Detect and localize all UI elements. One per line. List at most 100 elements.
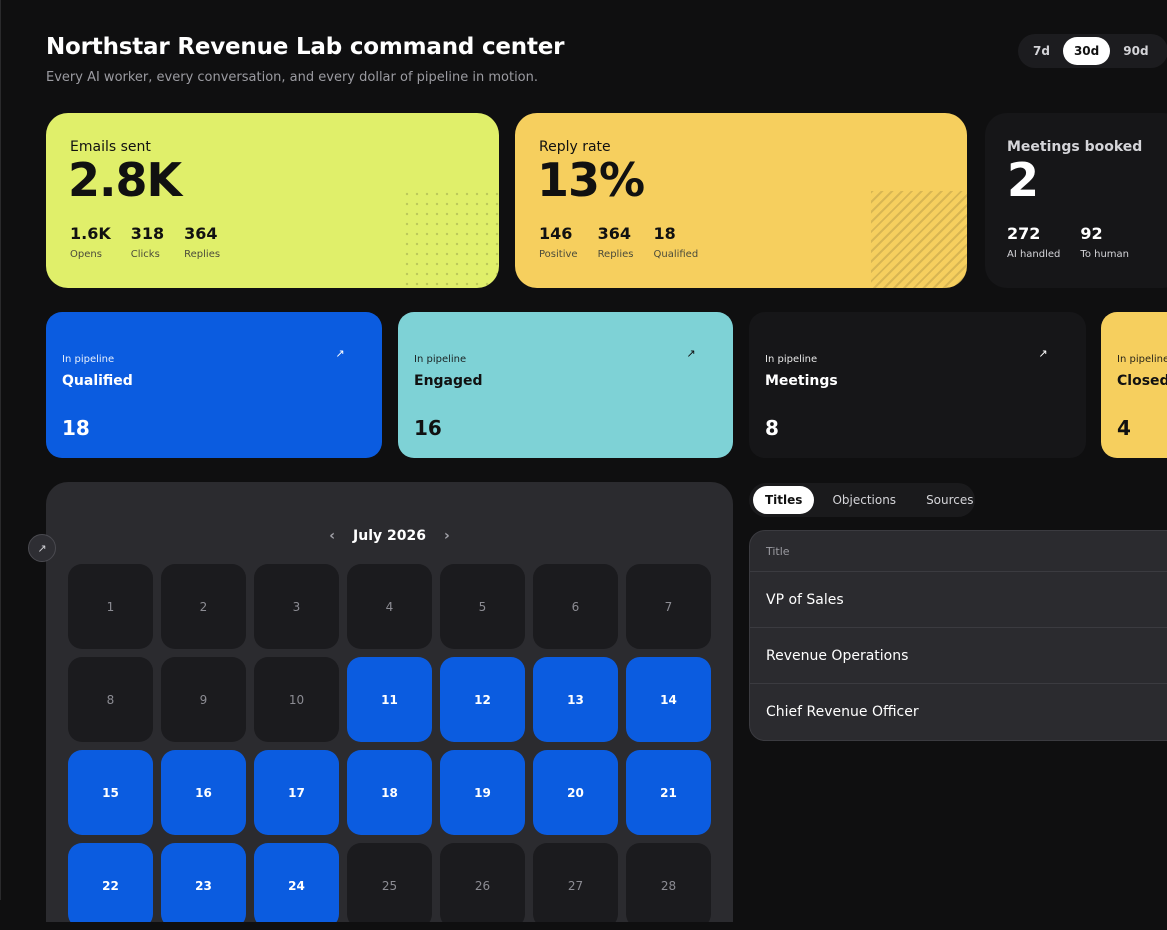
calendar-day[interactable]: 16 xyxy=(161,750,246,835)
meetings-booked-label: Meetings booked xyxy=(1007,139,1143,155)
calendar-day[interactable]: 22 xyxy=(68,843,153,922)
calendar-day[interactable]: 28 xyxy=(626,843,711,922)
pipeline-stage-count: 16 xyxy=(414,416,442,440)
pipeline-card-engaged[interactable]: In pipeline Engaged 16 ↗ xyxy=(398,312,733,458)
stat-value: 272 xyxy=(1007,224,1041,243)
pipeline-eyebrow: In pipeline xyxy=(765,354,818,365)
range-30d-button[interactable]: 30d xyxy=(1062,37,1111,65)
tab-objections[interactable]: Objections xyxy=(832,493,897,507)
pipeline-stage-name: Meetings xyxy=(765,373,838,389)
pipeline-eyebrow: In pipeline xyxy=(62,354,115,365)
pipeline-stage-count: 18 xyxy=(62,416,90,440)
stat-label: AI handled xyxy=(1007,249,1061,260)
table-row[interactable]: Chief Revenue Officer xyxy=(766,704,919,720)
tab-sources[interactable]: Sources xyxy=(926,493,974,507)
calendar-day[interactable]: 7 xyxy=(626,564,711,649)
stat-replies: 364 Replies xyxy=(184,224,220,260)
calendar-day[interactable]: 20 xyxy=(533,750,618,835)
calendar-day[interactable]: 8 xyxy=(68,657,153,742)
page-subtitle: Every AI worker, every conversation, and… xyxy=(46,70,539,85)
calendar-day[interactable]: 11 xyxy=(347,657,432,742)
calendar-day[interactable]: 4 xyxy=(347,564,432,649)
table-header-title: Title xyxy=(750,531,1167,572)
emails-sent-stats: 1.6K Opens 318 Clicks 364 Replies xyxy=(70,224,220,260)
pipeline-card-qualified[interactable]: In pipeline Qualified 18 ↗ xyxy=(46,312,382,458)
calendar-day[interactable]: 17 xyxy=(254,750,339,835)
calendar-day[interactable]: 2 xyxy=(161,564,246,649)
calendar-day[interactable]: 3 xyxy=(254,564,339,649)
stat-value: 364 xyxy=(184,224,218,243)
stat-label: Positive xyxy=(539,249,578,260)
date-range-toggle: 7d 30d 90d xyxy=(1018,34,1167,68)
calendar-day[interactable]: 12 xyxy=(440,657,525,742)
meetings-booked-stats: 272 AI handled 92 To human xyxy=(1007,224,1129,260)
pipeline-eyebrow: In pipeline xyxy=(414,354,467,365)
stat-label: Qualified xyxy=(653,249,699,260)
calendar-day[interactable]: 1 xyxy=(68,564,153,649)
stat-ai-handled: 272 AI handled xyxy=(1007,224,1060,260)
stat-value: 18 xyxy=(653,224,676,243)
calendar-header: ‹ July 2026 › xyxy=(46,528,733,544)
table-row[interactable]: Revenue Operations xyxy=(750,628,1167,684)
stripe-pattern-decoration xyxy=(871,191,967,288)
stat-replies: 364 Replies xyxy=(598,224,634,260)
reply-rate-value: 13% xyxy=(537,153,645,207)
pipeline-stage-count: 8 xyxy=(765,416,779,440)
range-7d-button[interactable]: 7d xyxy=(1033,44,1050,58)
meetings-booked-value: 2 xyxy=(1007,153,1039,207)
calendar-day[interactable]: 5 xyxy=(440,564,525,649)
left-rail xyxy=(0,0,1,900)
pipeline-card-meetings[interactable]: In pipeline Meetings 8 ↗ xyxy=(749,312,1086,458)
chevron-right-icon[interactable]: › xyxy=(443,528,450,544)
stat-opens: 1.6K Opens xyxy=(70,224,111,260)
stat-label: To human xyxy=(1080,249,1129,260)
stat-to-human: 92 To human xyxy=(1080,224,1129,260)
emails-sent-value: 2.8K xyxy=(68,153,182,207)
calendar-day[interactable]: 13 xyxy=(533,657,618,742)
pipeline-stage-name: Closed xyxy=(1117,373,1167,389)
reply-rate-label: Reply rate xyxy=(539,139,611,155)
emails-sent-label: Emails sent xyxy=(70,139,151,155)
chevron-left-icon[interactable]: ‹ xyxy=(329,528,336,544)
calendar-day[interactable]: 26 xyxy=(440,843,525,922)
calendar-day[interactable]: 25 xyxy=(347,843,432,922)
calendar-day[interactable]: 6 xyxy=(533,564,618,649)
calendar-day[interactable]: 23 xyxy=(161,843,246,922)
pipeline-card-closed[interactable]: In pipeline Closed 4 xyxy=(1101,312,1167,458)
calendar-day[interactable]: 24 xyxy=(254,843,339,922)
titles-table: Title VP of Sales Revenue Operations Chi… xyxy=(749,530,1167,741)
reply-rate-stats: 146 Positive 364 Replies 18 Qualified xyxy=(539,224,698,260)
activity-calendar: ‹ July 2026 › 1 2 3 4 5 6 7 8 9 10 11 12 13 14 15 16 17 1… xyxy=(46,482,733,922)
stat-value: 146 xyxy=(539,224,573,243)
arrow-up-right-icon[interactable]: ↗ xyxy=(335,346,345,360)
arrow-up-right-icon[interactable]: ↗ xyxy=(1038,346,1048,360)
calendar-day[interactable]: 21 xyxy=(626,750,711,835)
calendar-day[interactable]: 15 xyxy=(68,750,153,835)
range-90d-button[interactable]: 90d xyxy=(1123,44,1149,58)
tab-titles[interactable]: Titles xyxy=(753,486,815,514)
calendar-day[interactable]: 10 xyxy=(254,657,339,742)
calendar-day[interactable]: 19 xyxy=(440,750,525,835)
stat-qualified: 18 Qualified xyxy=(653,224,698,260)
calendar-day[interactable]: 18 xyxy=(347,750,432,835)
stat-clicks: 318 Clicks xyxy=(131,224,164,260)
table-row[interactable]: VP of Sales xyxy=(750,572,1167,628)
expand-arrow-icon[interactable]: ↗ xyxy=(28,534,56,562)
arrow-up-right-icon[interactable]: ↗ xyxy=(686,346,696,360)
breakdown-tabs: Titles Objections Sources xyxy=(749,483,975,517)
calendar-day[interactable]: 27 xyxy=(533,843,618,922)
stat-value: 364 xyxy=(597,224,631,243)
stat-label: Replies xyxy=(597,249,634,260)
stat-value: 1.6K xyxy=(70,224,111,243)
page-title: Northstar Revenue Lab command center xyxy=(46,34,565,60)
stat-positive: 146 Positive xyxy=(539,224,578,260)
pipeline-stage-name: Engaged xyxy=(414,373,483,389)
calendar-day[interactable]: 14 xyxy=(626,657,711,742)
pipeline-stage-count: 4 xyxy=(1117,416,1131,440)
stat-label: Opens xyxy=(70,249,102,260)
pipeline-stage-name: Qualified xyxy=(62,373,133,389)
calendar-month-label: July 2026 xyxy=(353,528,426,544)
stat-value: 92 xyxy=(1080,224,1103,243)
calendar-day[interactable]: 9 xyxy=(161,657,246,742)
stat-label: Clicks xyxy=(130,249,160,260)
